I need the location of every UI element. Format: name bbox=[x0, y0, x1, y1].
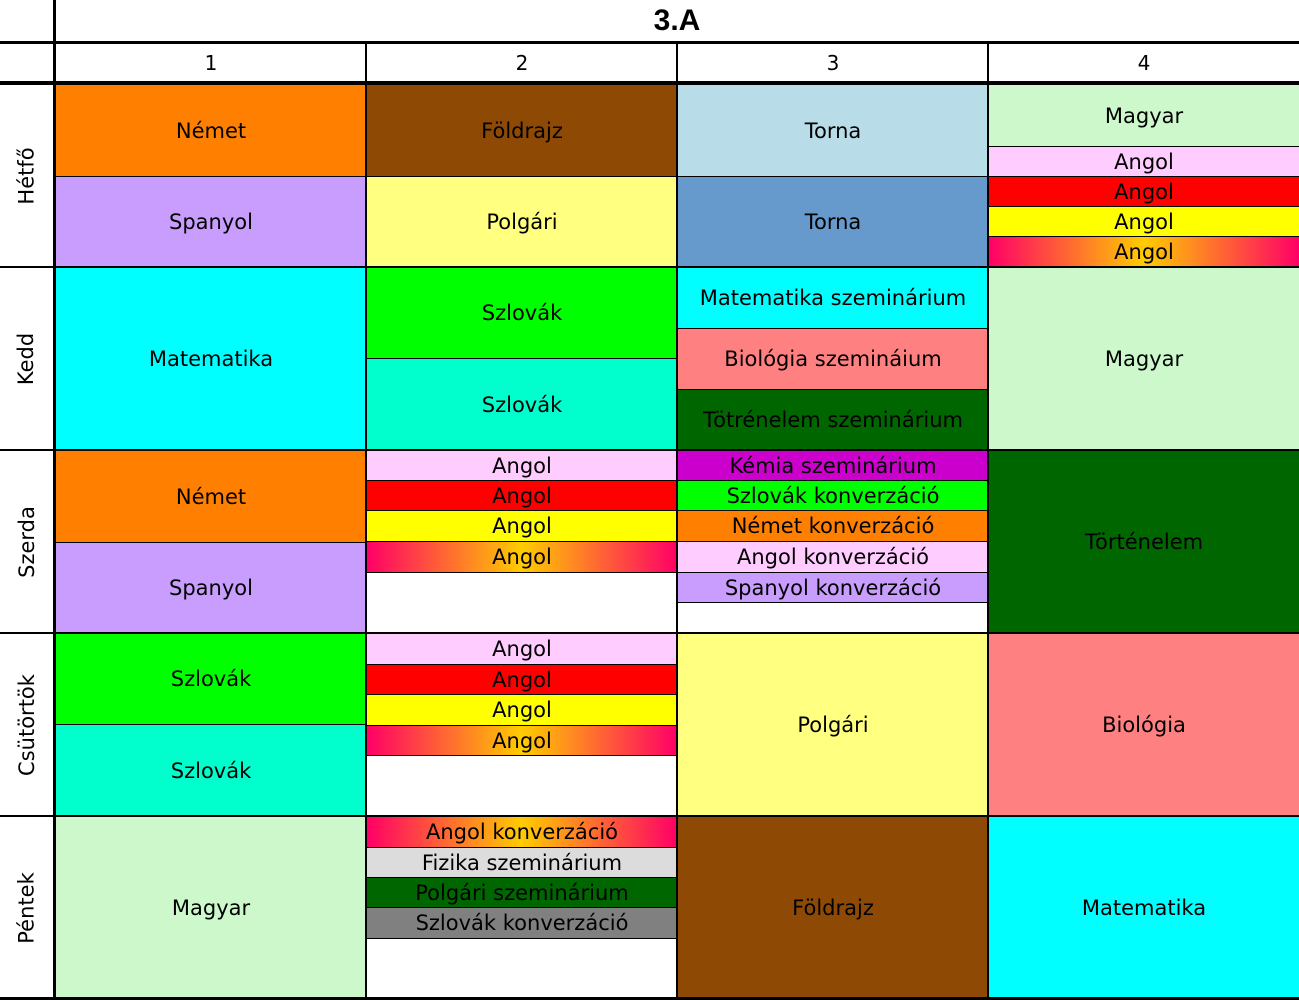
day-label-pentek: Péntek bbox=[14, 871, 39, 944]
period-4-header: 4 bbox=[1137, 50, 1151, 75]
grid-line bbox=[367, 907, 677, 908]
lesson-cell: Torna bbox=[678, 177, 988, 267]
grid-line bbox=[367, 480, 988, 481]
grid-line bbox=[0, 997, 1299, 1000]
grid-line bbox=[367, 725, 677, 726]
lesson-cell: Spanyol bbox=[56, 177, 366, 267]
lesson-cell: Földrajz bbox=[367, 85, 677, 176]
grid-line bbox=[989, 146, 1299, 147]
empty-cell bbox=[367, 939, 677, 998]
lesson-cell: Szlovák bbox=[367, 359, 677, 450]
grid-line bbox=[367, 510, 988, 511]
lesson-cell: Német bbox=[56, 85, 366, 176]
lesson-cell: Matematika bbox=[56, 268, 366, 450]
lesson-cell: Fizika szeminárium bbox=[367, 848, 677, 877]
day-label-hetfo: Hétfő bbox=[14, 147, 39, 205]
grid-line bbox=[367, 694, 677, 695]
period-3-header: 3 bbox=[826, 50, 840, 75]
lesson-cell: Angol bbox=[367, 481, 677, 510]
day-label-kedd: Kedd bbox=[14, 332, 39, 386]
grid-line bbox=[365, 42, 367, 1000]
grid-line bbox=[0, 266, 1299, 268]
day-label-szerda: Szerda bbox=[14, 506, 39, 578]
lesson-cell: Angol bbox=[367, 451, 677, 480]
grid-line bbox=[0, 632, 1299, 634]
class-title: 3.A bbox=[653, 4, 701, 37]
empty-cell bbox=[367, 756, 677, 816]
lesson-cell: Szlovák konverzáció bbox=[678, 481, 988, 510]
lesson-cell: Angol bbox=[367, 511, 677, 541]
grid-line bbox=[56, 542, 366, 543]
lesson-cell: Matematika bbox=[989, 817, 1299, 998]
grid-line bbox=[367, 541, 988, 542]
lesson-cell: Kémia szeminárium bbox=[678, 451, 988, 480]
lesson-cell: Német bbox=[56, 451, 366, 542]
day-label-csutortok: Csütörtök bbox=[14, 674, 39, 776]
lesson-cell: Angol konverzáció bbox=[367, 817, 677, 847]
lesson-cell: Torna bbox=[678, 85, 988, 176]
grid-line bbox=[367, 664, 677, 665]
lesson-cell: Angol bbox=[989, 147, 1299, 176]
grid-line bbox=[367, 755, 677, 756]
lesson-cell: Angol bbox=[989, 207, 1299, 236]
empty-cell bbox=[367, 573, 677, 633]
lesson-cell: Spanyol bbox=[56, 543, 366, 633]
lesson-cell: Szlovák bbox=[56, 634, 366, 724]
lesson-cell: Földrajz bbox=[678, 817, 988, 998]
lesson-cell: Polgári szeminárium bbox=[367, 878, 677, 907]
period-1-header: 1 bbox=[204, 50, 218, 75]
grid-line bbox=[989, 206, 1299, 207]
grid-line bbox=[0, 815, 1299, 817]
grid-line bbox=[367, 572, 988, 573]
grid-line bbox=[53, 0, 56, 1000]
grid-line bbox=[678, 328, 988, 329]
grid-line bbox=[0, 81, 1299, 85]
lesson-cell: Spanyol konverzáció bbox=[678, 573, 988, 602]
lesson-cell: Angol bbox=[989, 177, 1299, 206]
lesson-cell: Polgári bbox=[367, 177, 677, 267]
lesson-cell: Angol bbox=[367, 634, 677, 664]
grid-line bbox=[989, 236, 1299, 237]
lesson-cell: Szlovák bbox=[367, 268, 677, 358]
grid-line bbox=[56, 176, 988, 177]
empty-cell bbox=[678, 603, 988, 633]
lesson-cell: Biológia szemináium bbox=[678, 329, 988, 389]
lesson-cell: Szlovák konverzáció bbox=[367, 908, 677, 938]
lesson-cell: Angol bbox=[989, 237, 1299, 267]
lesson-cell: Angol bbox=[367, 542, 677, 572]
lesson-cell: Angol bbox=[367, 665, 677, 694]
lesson-cell: Angol konverzáció bbox=[678, 542, 988, 572]
lesson-cell: Matematika szeminárium bbox=[678, 268, 988, 328]
grid-line bbox=[0, 449, 1299, 451]
grid-line bbox=[678, 389, 988, 390]
grid-line bbox=[367, 847, 677, 848]
grid-line bbox=[989, 176, 1299, 177]
lesson-cell: Szlovák bbox=[56, 725, 366, 816]
lesson-cell: Német konverzáció bbox=[678, 511, 988, 541]
grid-line bbox=[676, 42, 678, 1000]
grid-line bbox=[987, 42, 989, 1000]
lesson-cell: Magyar bbox=[989, 268, 1299, 450]
lesson-cell: Biológia bbox=[989, 634, 1299, 816]
lesson-cell: Magyar bbox=[989, 85, 1299, 146]
grid-line bbox=[56, 724, 366, 725]
grid-line bbox=[678, 602, 988, 603]
lesson-cell: Angol bbox=[367, 726, 677, 755]
lesson-cell: Tötrénelem szeminárium bbox=[678, 390, 988, 450]
lesson-cell: Magyar bbox=[56, 817, 366, 998]
lesson-cell: Történelem bbox=[989, 451, 1299, 633]
grid-line bbox=[0, 41, 1299, 44]
lesson-cell: Polgári bbox=[678, 634, 988, 816]
period-2-header: 2 bbox=[515, 50, 529, 75]
grid-line bbox=[367, 938, 677, 939]
lesson-cell: Angol bbox=[367, 695, 677, 725]
grid-line bbox=[367, 358, 677, 359]
grid-line bbox=[367, 877, 677, 878]
